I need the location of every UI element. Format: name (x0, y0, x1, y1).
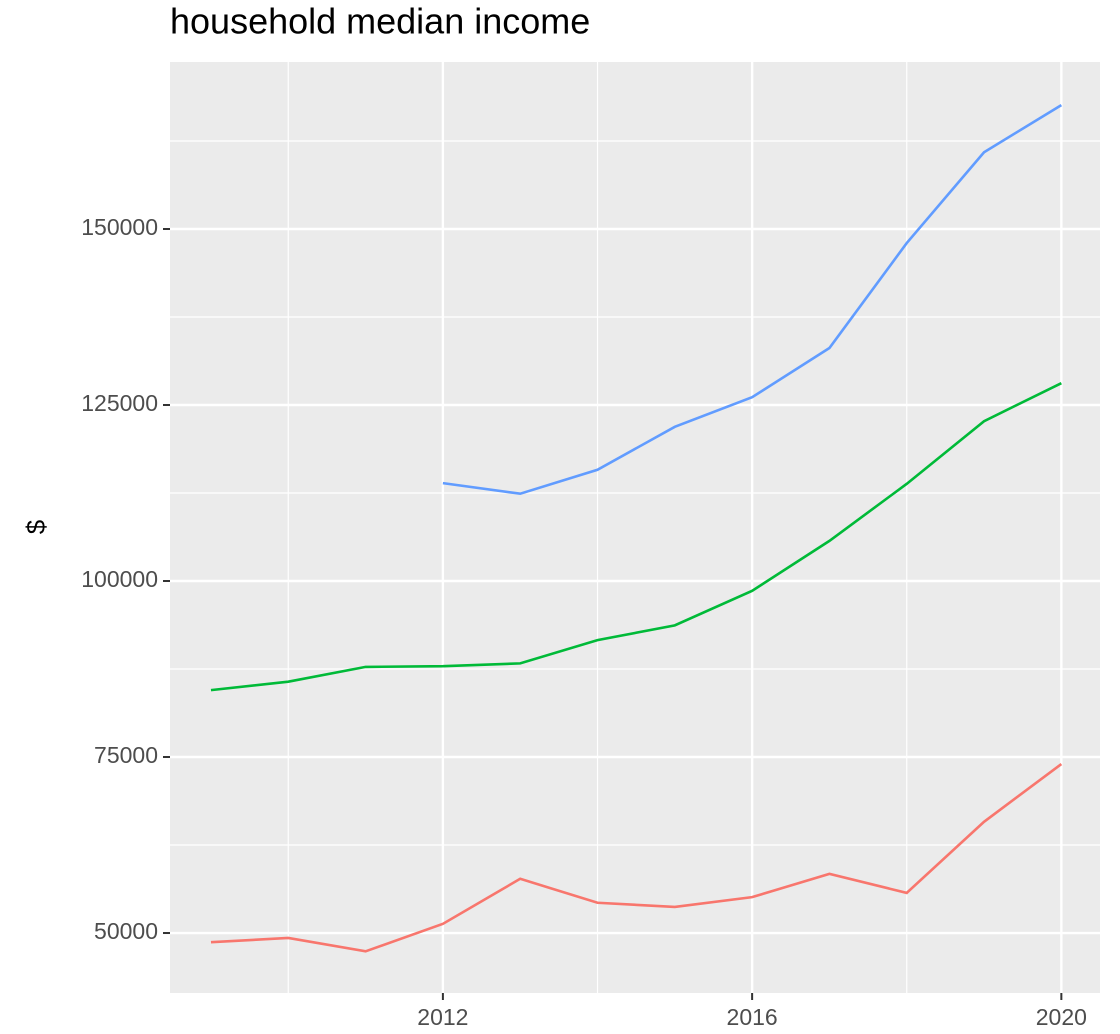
x-tick-label: 2020 (1036, 1004, 1087, 1030)
x-tick-label: 2016 (727, 1004, 778, 1030)
y-tick-label: 125000 (81, 390, 158, 416)
x-tick-label: 2012 (417, 1004, 468, 1030)
panel (170, 62, 1100, 993)
y-tick-label: 75000 (94, 742, 158, 768)
y-axis-label: $ (21, 519, 51, 534)
y-tick-label: 100000 (81, 566, 158, 592)
y-tick-label: 150000 (81, 214, 158, 240)
line (210, 763, 1063, 953)
line (210, 382, 1062, 692)
line (442, 103, 1063, 496)
y-tick-label: 50000 (94, 918, 158, 944)
chart-title: household median income (170, 1, 590, 42)
